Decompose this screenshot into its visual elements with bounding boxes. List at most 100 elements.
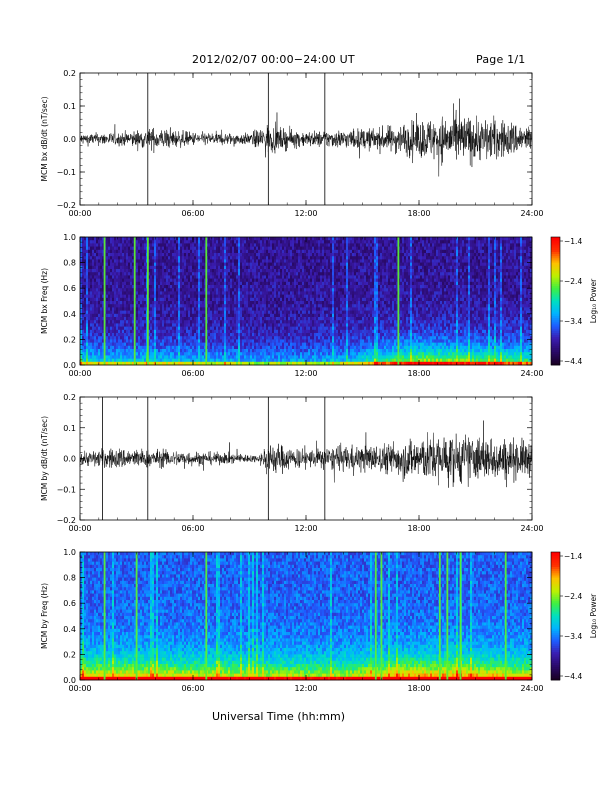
bx_spec-cell bbox=[278, 336, 281, 340]
bx_spec-cell bbox=[110, 288, 113, 292]
bx_spec-cell bbox=[82, 297, 85, 302]
bx_spec-cell bbox=[312, 358, 315, 363]
bx_spec-cell bbox=[198, 281, 201, 286]
bx_spec-cell bbox=[244, 281, 247, 286]
bx_spec-cell bbox=[144, 355, 147, 359]
bx_spec-cell bbox=[150, 349, 153, 353]
bx_spec-cell bbox=[258, 291, 261, 295]
bx_spec-cell bbox=[222, 249, 225, 254]
bx_ts-xtick-label: 18:00 bbox=[407, 209, 430, 218]
bx_spec-cell bbox=[302, 249, 305, 254]
bx_spec-cell bbox=[188, 275, 191, 279]
bx_spec-cell bbox=[172, 278, 175, 283]
bx_spec-cell bbox=[270, 262, 273, 267]
bx_spec-cell bbox=[304, 265, 307, 270]
bx_spec-cell bbox=[252, 352, 255, 356]
bx_spec-cell bbox=[160, 349, 163, 353]
bx_spec-cell bbox=[110, 349, 113, 353]
bx_spec-cell bbox=[282, 310, 285, 315]
bx_spec-cell bbox=[182, 272, 185, 276]
bx_spec-cell bbox=[312, 253, 315, 257]
bx_spec-cell bbox=[196, 329, 199, 334]
bx_spec-cell bbox=[252, 262, 255, 267]
bx_spec-cell bbox=[272, 352, 275, 356]
bx_spec-cell bbox=[96, 249, 99, 254]
bx_spec-cell bbox=[244, 329, 247, 334]
bx_spec-cell bbox=[144, 285, 147, 289]
bx_spec-cell bbox=[154, 281, 157, 286]
bx_spec-cell bbox=[228, 339, 231, 343]
bx_spec-cell bbox=[264, 278, 267, 283]
bx_spec-cell bbox=[122, 345, 125, 350]
bx_spec-cell bbox=[230, 285, 233, 289]
bx_spec-cell bbox=[214, 301, 217, 305]
bx_spec-cell bbox=[284, 301, 287, 305]
bx_spec-cell bbox=[166, 304, 169, 308]
bx_spec-cell bbox=[118, 297, 121, 302]
bx_spec-cell bbox=[308, 339, 311, 343]
bx_spec-cell bbox=[136, 355, 139, 359]
bx_spec-cell bbox=[198, 253, 201, 257]
bx_spec-cell bbox=[308, 281, 311, 286]
bx_spec-cell bbox=[320, 243, 323, 247]
bx_spec-cell bbox=[238, 301, 241, 305]
bx_spec-cell bbox=[290, 336, 293, 340]
bx_spec-cell bbox=[220, 349, 223, 353]
bx_spec-cell bbox=[258, 336, 261, 340]
bx_spec-cell bbox=[300, 317, 303, 321]
bx_spec-cell bbox=[86, 307, 89, 311]
bx_spec-cell bbox=[110, 240, 113, 244]
bx_spec-cell bbox=[152, 246, 155, 251]
bx_spec-cell bbox=[264, 317, 267, 321]
bx_spec-cell bbox=[246, 333, 249, 337]
bx_spec-cell bbox=[224, 262, 227, 267]
bx_spec-cell bbox=[248, 307, 251, 311]
bx_spec-cell bbox=[140, 297, 143, 302]
bx_spec-cell bbox=[150, 265, 153, 270]
bx_spec-cell bbox=[294, 275, 297, 279]
bx_spec-cell bbox=[122, 297, 125, 302]
bx_spec-cell bbox=[274, 240, 277, 244]
bx_spec-cell bbox=[110, 345, 113, 350]
bx_spec-cell bbox=[298, 352, 301, 356]
bx_spec-cell bbox=[116, 355, 119, 359]
bx_spec-cell bbox=[220, 361, 223, 366]
bx_spec-cell bbox=[116, 323, 119, 327]
bx_spec-cell bbox=[204, 301, 207, 305]
bx_spec-cell bbox=[148, 297, 151, 302]
bx_spec-cell bbox=[170, 361, 173, 366]
bx_spec-cell bbox=[264, 259, 267, 263]
bx_spec-cell bbox=[156, 329, 159, 334]
bx_spec-cell bbox=[262, 256, 265, 260]
bx_spec-cell bbox=[296, 265, 299, 270]
bx_spec-cell bbox=[306, 297, 309, 302]
bx_spec-cell bbox=[100, 336, 103, 340]
bx_spec-cell bbox=[168, 272, 171, 276]
bx_spec-cell bbox=[176, 297, 179, 302]
bx_spec-cell bbox=[208, 285, 211, 289]
bx_spec-cell bbox=[316, 323, 319, 327]
bx_spec-cell bbox=[80, 249, 83, 254]
bx_spec-cell bbox=[278, 342, 281, 347]
bx_spec-cell bbox=[320, 240, 323, 244]
bx_spec-cell bbox=[306, 313, 309, 318]
bx_spec-cell bbox=[150, 288, 153, 292]
bx_spec-cell bbox=[246, 288, 249, 292]
bx_spec-cell bbox=[254, 301, 257, 305]
bx_spec-cell bbox=[280, 262, 283, 267]
bx_spec-cell bbox=[108, 294, 111, 299]
bx_spec-cell bbox=[234, 288, 237, 292]
bx_spec-cell bbox=[286, 342, 289, 347]
bx_spec-cell bbox=[214, 272, 217, 276]
bx_spec-cell bbox=[188, 297, 191, 302]
bx_spec-cell bbox=[106, 243, 109, 247]
bx_spec-cell bbox=[204, 310, 207, 315]
bx_spec-cell bbox=[266, 329, 269, 334]
bx_spec-cell bbox=[270, 253, 273, 257]
bx_spec-cell bbox=[268, 349, 271, 353]
bx_spec-cell bbox=[242, 275, 245, 279]
bx_spec-cell bbox=[84, 278, 87, 283]
bx_spec-cell bbox=[306, 333, 309, 337]
bx_spec-cell bbox=[306, 259, 309, 263]
bx_spec-cell bbox=[86, 323, 89, 327]
